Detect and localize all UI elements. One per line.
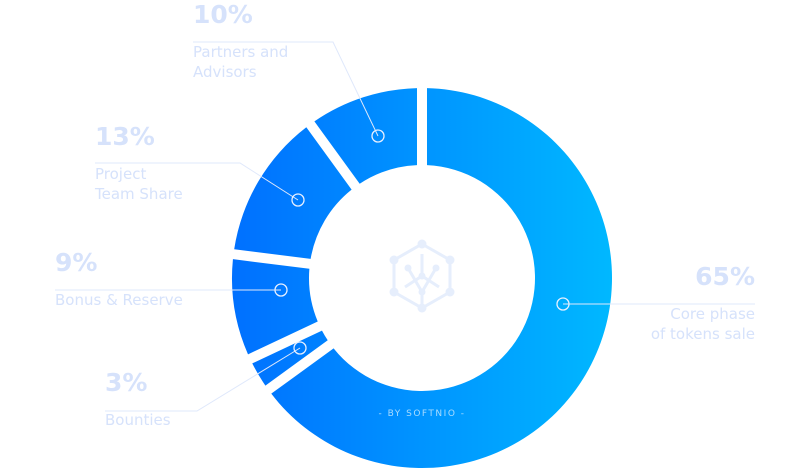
leader-marker [291, 193, 305, 207]
label-core: 65% Core phase of tokens sale [651, 262, 755, 344]
pct-label: 13% [95, 122, 155, 151]
slice-name: Bonus & Reserve [55, 291, 183, 309]
label-bonus: 9% Bonus & Reserve [55, 248, 183, 310]
slice-name: Partners and Advisors [193, 43, 289, 81]
label-team: 13% Project Team Share [95, 122, 183, 204]
credit-text: - BY SOFTNIO - [378, 409, 466, 419]
leader-marker [293, 341, 307, 355]
label-bounties: 3% Bounties [105, 368, 171, 430]
leader-marker [371, 129, 385, 143]
pct-label: 10% [193, 0, 253, 29]
leader-line [193, 41, 379, 137]
pct-label: 3% [105, 368, 148, 397]
leader-line [95, 162, 299, 201]
leader-marker [556, 297, 570, 311]
leader-marker [274, 283, 288, 297]
slice-name: Bounties [105, 411, 171, 429]
pct-label: 9% [55, 248, 98, 277]
hexagon-network-icon [389, 239, 455, 313]
slice-bounties [252, 330, 328, 386]
label-partners: 10% Partners and Advisors [193, 0, 288, 82]
slice-name: Core phase of tokens sale [650, 305, 755, 343]
leader-line [105, 347, 301, 412]
slice-name: Project Team Share [95, 165, 183, 203]
slice-partners-and-advisors [314, 88, 418, 184]
pct-label: 65% [695, 262, 755, 291]
slice-project-team-share [234, 127, 352, 259]
slice-core-phase-of-tokens-sale [271, 88, 612, 468]
slice-bonus-reserve [231, 259, 318, 355]
